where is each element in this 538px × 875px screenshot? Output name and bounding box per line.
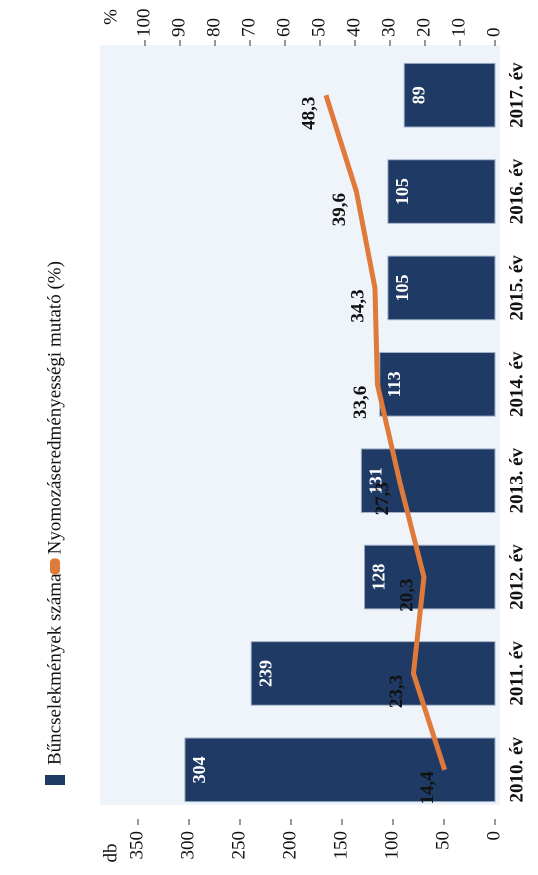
bar-value-label: 131 [366,467,386,494]
x-tick-label: 2016. év [506,158,527,224]
y-axis-label: db [100,844,121,863]
legend-label: Bűncselekmények száma [44,573,65,765]
y2-tick-label: 60 [273,18,294,37]
x-tick-label: 2012. év [506,544,527,610]
bar [403,62,496,128]
line-value-label: 33,6 [350,386,371,419]
y-tick-label: 300 [177,831,198,860]
bar-value-label: 239 [255,660,275,687]
y2-tick-label: 20 [413,18,434,37]
legend-swatch [50,558,60,575]
bar-value-label: 105 [392,274,412,301]
bar-value-label: 304 [189,756,209,783]
bar [387,159,496,224]
bar [250,641,496,706]
bar-value-label: 105 [392,178,412,205]
y2-tick-label: 50 [308,18,329,37]
x-tick-label: 2015. év [506,255,527,321]
y2-tick-label: 90 [168,18,189,37]
legend-swatch [45,775,65,785]
x-tick-label: 2014. év [506,351,527,417]
bar [184,737,496,803]
line-value-label: 27,3 [372,482,393,515]
legend-label: Nyomozáseredményességi mutató (%) [44,261,65,554]
y2-tick-label: 10 [448,18,469,37]
bar-value-label: 128 [369,564,389,591]
line-value-label: 14,4 [417,771,438,805]
y2-tick-label: 30 [378,18,399,37]
line-value-label: 23,3 [386,675,407,708]
y-tick-label: 350 [126,831,147,860]
y-tick-label: 50 [432,831,453,850]
x-tick-label: 2017. év [506,62,527,128]
y-tick-label: 200 [279,831,300,860]
y2-tick-label: 80 [203,18,224,37]
bar [363,544,496,610]
y2-tick-label: 100 [133,9,154,38]
y-tick-label: 150 [330,831,351,860]
y2-axis-label: % [100,9,121,25]
bar-value-label: 113 [384,371,404,397]
line-value-label: 48,3 [298,97,319,130]
y2-tick-label: 40 [343,18,364,37]
x-tick-label: 2010. év [506,737,527,803]
plot-background [100,45,500,805]
bar-value-label: 89 [408,86,428,104]
bar [387,255,496,321]
rotated-chart: db% 0 50 100 150 200 250 300 350 0 10 20 30 40 50 60 70 8… [44,9,527,863]
y-tick-label: 250 [228,831,249,860]
x-tick-label: 2013. év [506,447,527,513]
line-value-label: 20,3 [396,578,417,611]
line-value-label: 39,6 [329,193,350,226]
y-tick-label: 0 [483,831,504,841]
line-value-label: 34,3 [347,289,368,322]
y2-tick-label: 0 [483,28,504,38]
line [323,94,447,771]
y2-tick-label: 70 [238,18,259,37]
x-tick-label: 2011. év [506,641,527,706]
y-tick-label: 100 [381,831,402,860]
